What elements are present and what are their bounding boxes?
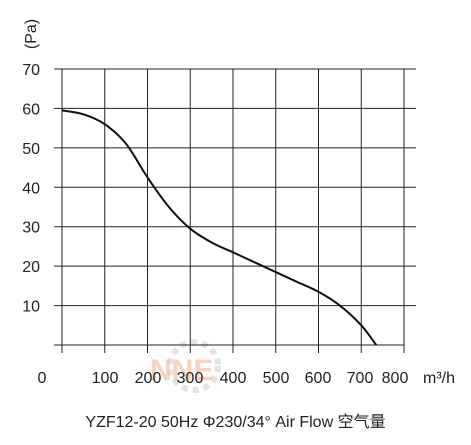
x-axis: 0 100 200 300 400 500 600 700 800 — [38, 370, 409, 387]
y-tick-label: 30 — [22, 220, 40, 237]
x-tick-label: 500 — [263, 370, 290, 387]
y-tick-label: 60 — [22, 101, 40, 118]
y-tick-label: 10 — [22, 299, 40, 316]
x-tick-label: 200 — [135, 370, 162, 387]
y-tick-label: 20 — [22, 259, 40, 276]
y-axis: 10 20 30 40 50 60 70 — [22, 62, 40, 316]
watermark-gear-icon — [167, 339, 221, 393]
grid — [54, 68, 416, 353]
x-tick-label: 300 — [177, 370, 204, 387]
y-tick-label: 70 — [22, 62, 40, 79]
x-tick-label: 700 — [347, 370, 374, 387]
watermark-text: NNE — [150, 354, 213, 387]
y-tick-label: 40 — [22, 180, 40, 197]
x-tick-label: 400 — [220, 370, 247, 387]
y-tick-label: 50 — [22, 141, 40, 158]
y-axis-label: (Pa) — [23, 19, 40, 49]
x-tick-label: 600 — [305, 370, 332, 387]
x-tick-label: 800 — [382, 370, 409, 387]
series-line — [61, 109, 378, 346]
x-axis-label: m³/h — [423, 370, 455, 387]
x-tick-label: 0 — [38, 370, 47, 387]
x-tick-label: 100 — [92, 370, 119, 387]
chart-caption: YZF12-20 50Hz Φ230/34° Air Flow 空气量 — [85, 414, 386, 431]
watermark-logo: NNE — [150, 339, 221, 393]
